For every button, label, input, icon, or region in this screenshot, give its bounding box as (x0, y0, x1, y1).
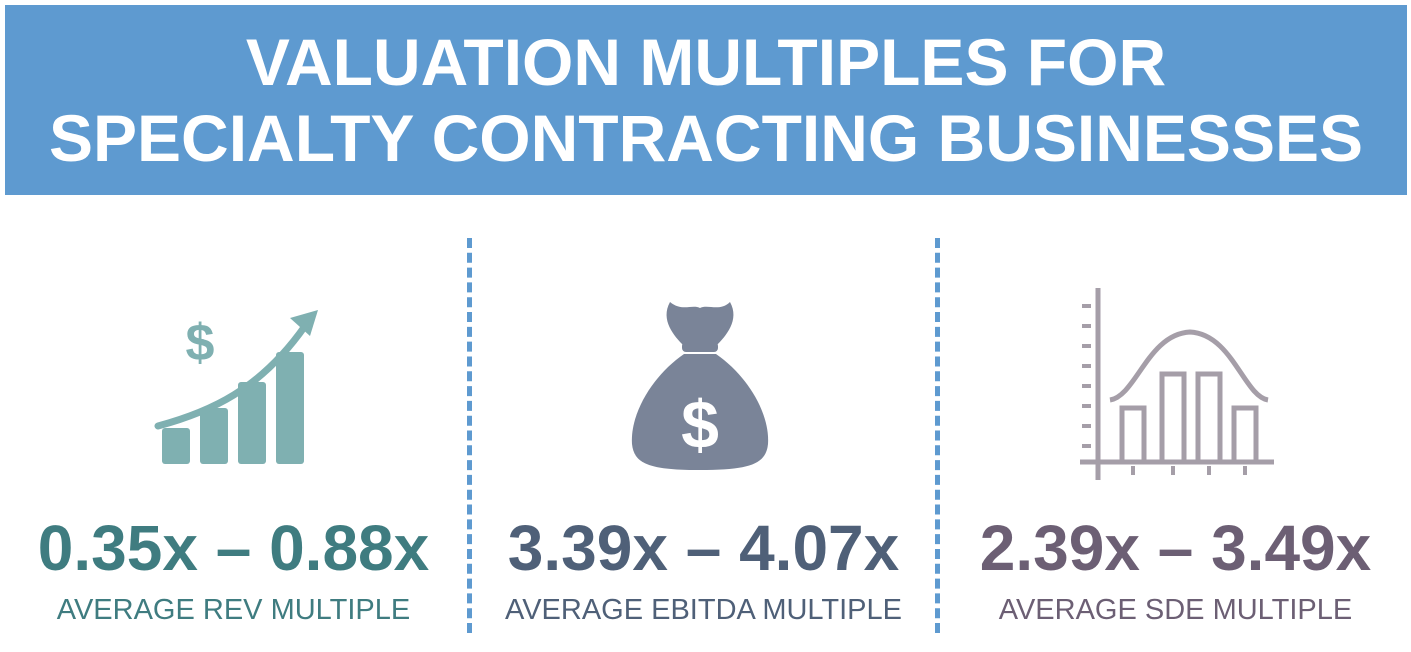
bell-curve-chart-icon (1080, 288, 1274, 480)
divider-right (935, 238, 940, 633)
title-banner: VALUATION MULTIPLES FOR SPECIALTY CONTRA… (5, 5, 1407, 195)
ebitda-multiple-label: AVERAGE EBITDA MULTIPLE (505, 594, 902, 626)
sde-multiple-label: AVERAGE SDE MULTIPLE (998, 594, 1353, 626)
sde-multiple-card: 2.39x – 3.49x AVERAGE SDE MULTIPLE (940, 230, 1411, 640)
title-line-1: VALUATION MULTIPLES FOR (245, 25, 1167, 99)
svg-text:$: $ (186, 314, 215, 372)
rev-multiple-range: 0.35x – 0.88x (37, 512, 430, 584)
title-line-2: SPECIALTY CONTRACTING BUSINESSES (48, 101, 1364, 175)
divider-left (467, 238, 472, 633)
revenue-growth-icon: $ (154, 310, 318, 464)
money-bag-icon: $ (631, 302, 769, 470)
rev-multiple-card: $ 0.35x – 0.88x AVERAGE REV MULTIPLE (0, 230, 467, 640)
ebitda-multiple-range: 3.39x – 4.07x (507, 512, 900, 584)
sde-multiple-range: 2.39x – 3.49x (979, 512, 1372, 584)
svg-text:$: $ (681, 387, 719, 463)
rev-multiple-label: AVERAGE REV MULTIPLE (56, 594, 411, 626)
ebitda-multiple-card: $ 3.39x – 4.07x AVERAGE EBITDA MULTIPLE (470, 230, 937, 640)
